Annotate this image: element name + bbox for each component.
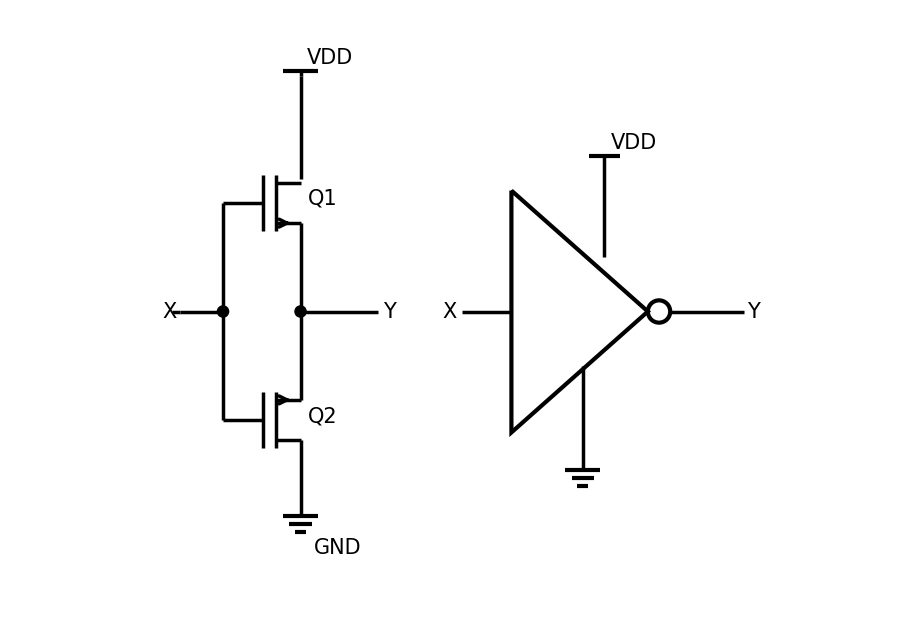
Text: Y: Y	[748, 302, 760, 321]
Text: X: X	[443, 302, 457, 321]
Text: VDD: VDD	[307, 49, 353, 69]
Text: Q2: Q2	[308, 406, 338, 426]
Circle shape	[217, 306, 229, 317]
Text: Q1: Q1	[308, 189, 338, 209]
Text: Y: Y	[383, 302, 395, 321]
Text: GND: GND	[314, 538, 362, 558]
Text: X: X	[162, 302, 176, 321]
Circle shape	[295, 306, 306, 317]
Text: VDD: VDD	[611, 133, 657, 153]
